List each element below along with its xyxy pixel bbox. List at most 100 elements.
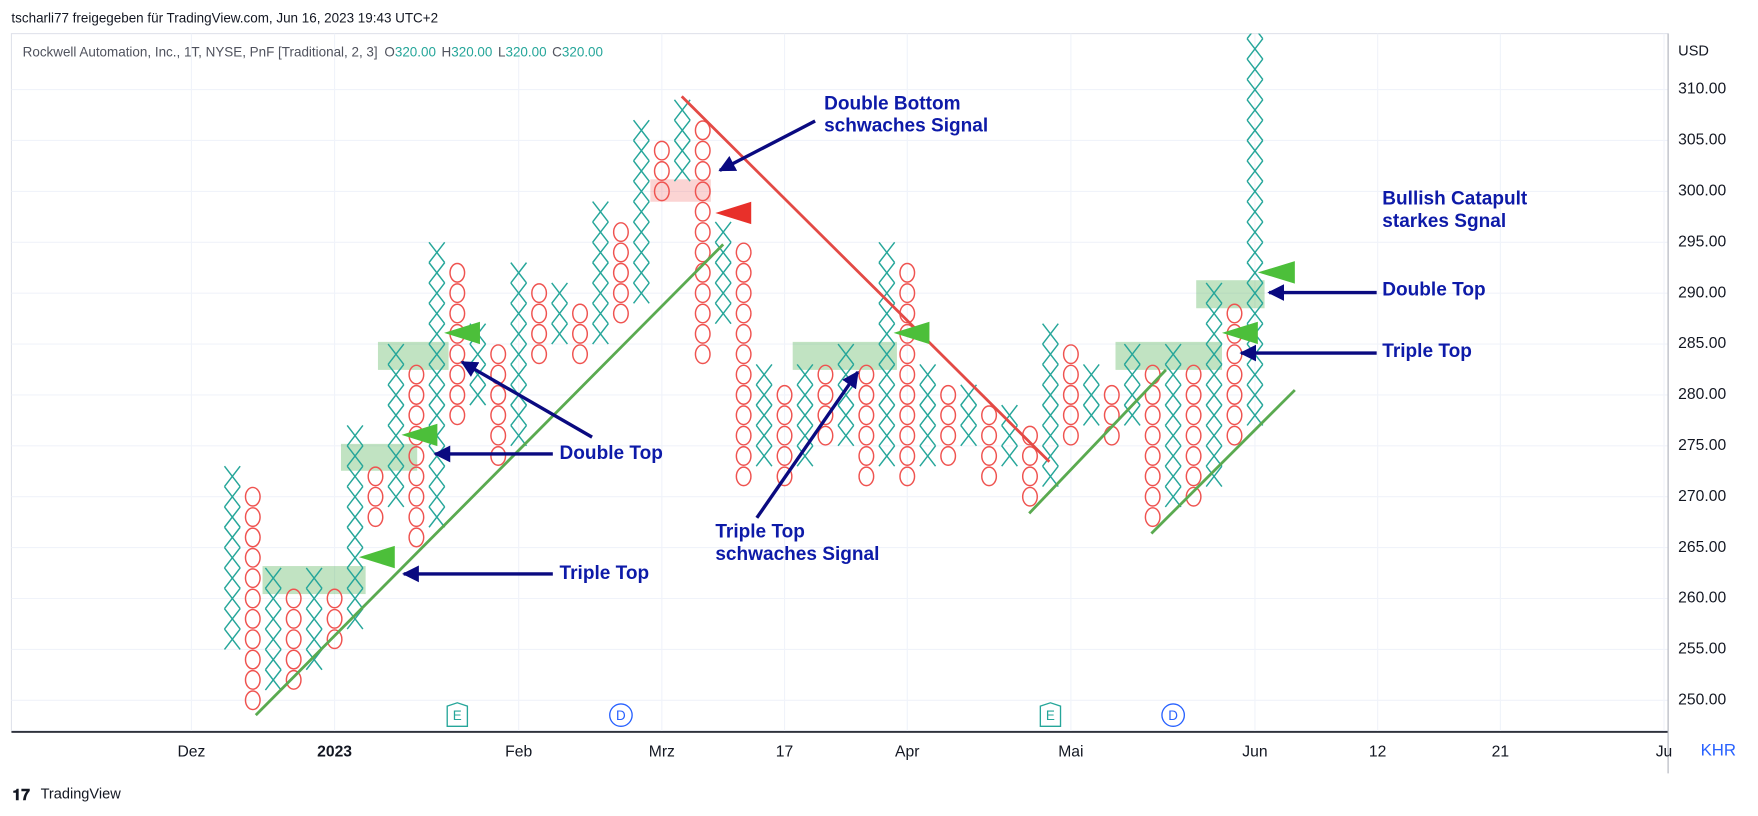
signal-triangle <box>1221 321 1258 345</box>
x-stroke <box>387 404 405 426</box>
box-x <box>346 465 364 487</box>
x-stroke <box>223 567 241 589</box>
x-stroke <box>960 425 978 447</box>
box-o <box>367 486 384 507</box>
annotation: Double Top <box>1382 279 1485 300</box>
ohlc-value: 320.00 <box>395 44 436 59</box>
x-stroke <box>1164 384 1182 406</box>
pnf-column <box>612 222 629 324</box>
box-x <box>346 486 364 508</box>
x-stroke <box>346 608 364 630</box>
box-x <box>919 363 937 386</box>
arrow <box>460 360 593 439</box>
x-stroke <box>1042 363 1059 386</box>
x-tick-label: Mrz <box>649 743 675 760</box>
box-o <box>940 405 957 426</box>
box-x <box>673 119 691 141</box>
box-x <box>428 465 446 487</box>
box-o <box>653 140 670 161</box>
box-o <box>1226 425 1243 446</box>
box-x <box>878 343 896 365</box>
box-x <box>1246 302 1264 325</box>
arrow <box>755 370 860 519</box>
pnf-column <box>244 486 261 711</box>
x-stroke <box>796 363 814 386</box>
x-stroke <box>1205 384 1223 406</box>
x-stroke <box>714 282 732 304</box>
signal-triangle <box>1257 261 1295 284</box>
x-stroke <box>1205 343 1223 365</box>
pnf-column <box>223 465 241 650</box>
x-stroke <box>387 363 405 386</box>
pnf-column <box>1185 364 1202 507</box>
box-x <box>346 567 364 589</box>
x-stroke <box>510 404 528 426</box>
box-o <box>735 425 752 446</box>
box-x <box>264 608 282 630</box>
box-o <box>449 384 466 405</box>
box-x <box>1042 404 1059 426</box>
x-stroke <box>592 323 609 345</box>
x-stroke <box>346 506 364 528</box>
box-o <box>490 425 507 446</box>
box-x <box>1164 445 1182 467</box>
box-o <box>653 161 670 182</box>
box-x <box>714 282 732 304</box>
box-o <box>899 364 916 385</box>
x-stroke <box>837 343 855 365</box>
x-stroke <box>1205 465 1223 487</box>
box-x <box>1246 262 1264 284</box>
box-x <box>1246 404 1264 426</box>
box-o <box>572 344 589 365</box>
x-stroke <box>1082 363 1100 386</box>
box-o <box>899 445 916 467</box>
x-stroke <box>878 363 896 386</box>
x-stroke <box>469 343 487 365</box>
signal-triangle <box>715 201 752 225</box>
box-o <box>244 588 261 609</box>
x-stroke <box>592 221 609 243</box>
arrow <box>718 119 816 172</box>
box-o <box>776 384 793 405</box>
box-o <box>244 608 261 629</box>
x-stroke <box>223 628 241 650</box>
box-x <box>387 445 405 467</box>
x-stroke <box>755 404 773 426</box>
box-o <box>449 262 466 283</box>
x-stroke <box>837 404 855 426</box>
box-o <box>1144 486 1161 507</box>
box-x <box>551 282 568 304</box>
x-stroke <box>223 465 241 487</box>
box-x <box>1001 445 1018 467</box>
x-stroke <box>1246 262 1264 284</box>
box-x <box>551 323 568 345</box>
box-x <box>346 445 364 467</box>
box-x <box>428 486 446 508</box>
columns <box>223 33 1264 711</box>
box-o <box>408 405 425 426</box>
x-stroke <box>1082 404 1100 426</box>
box-x <box>346 526 364 549</box>
x-stroke <box>346 486 364 508</box>
box-o <box>531 344 548 365</box>
trend-line <box>254 243 725 717</box>
event-marker <box>609 703 633 728</box>
box-o <box>817 425 834 446</box>
box-o <box>899 283 916 304</box>
x-stroke <box>919 363 937 386</box>
box-o <box>735 364 752 385</box>
box-o <box>244 547 261 568</box>
x-stroke <box>264 608 282 630</box>
event-label: E <box>453 708 462 723</box>
box-o <box>1185 364 1202 385</box>
box-o <box>490 384 507 405</box>
box-x <box>223 526 241 549</box>
box-o <box>735 466 752 487</box>
x-stroke <box>714 241 732 264</box>
box-x <box>632 241 650 264</box>
box-o <box>1062 384 1079 405</box>
box-o <box>735 323 752 344</box>
box-o <box>940 445 957 467</box>
